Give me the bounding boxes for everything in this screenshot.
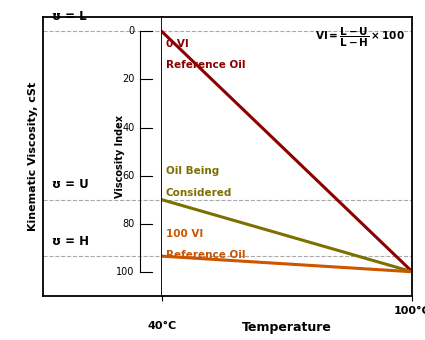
- Text: ʊ = L: ʊ = L: [52, 10, 87, 23]
- Text: 80: 80: [122, 219, 134, 229]
- Text: ʊ = H: ʊ = H: [52, 235, 89, 248]
- Text: 100: 100: [116, 267, 134, 277]
- Text: 0 VI: 0 VI: [166, 39, 189, 49]
- X-axis label: Temperature: Temperature: [242, 321, 332, 334]
- Text: Reference Oil: Reference Oil: [166, 250, 246, 260]
- Text: Oil Being: Oil Being: [166, 166, 219, 176]
- Text: Considered: Considered: [166, 188, 232, 198]
- Text: 40°C: 40°C: [147, 321, 176, 331]
- Text: Reference Oil: Reference Oil: [166, 60, 246, 70]
- Text: 100 VI: 100 VI: [166, 228, 203, 238]
- Text: 40: 40: [122, 122, 134, 133]
- Text: ʊ = U: ʊ = U: [52, 178, 89, 191]
- Text: $\mathbf{VI = \dfrac{L - U}{L - H} \times 100}$: $\mathbf{VI = \dfrac{L - U}{L - H} \time…: [315, 26, 405, 49]
- Y-axis label: Kinematic Viscosity, cSt: Kinematic Viscosity, cSt: [28, 82, 38, 231]
- Text: 0: 0: [128, 27, 134, 36]
- Text: Viscosity Index: Viscosity Index: [115, 115, 125, 198]
- Text: 60: 60: [122, 171, 134, 181]
- Text: 20: 20: [122, 74, 134, 84]
